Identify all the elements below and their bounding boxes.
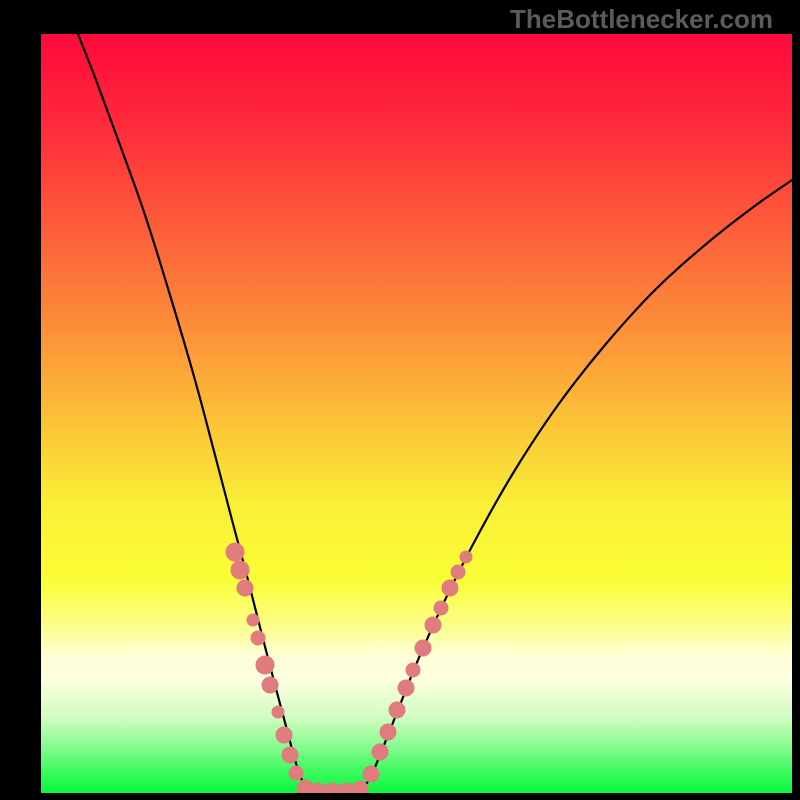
- data-marker: [237, 580, 253, 596]
- data-marker: [262, 677, 278, 693]
- data-marker: [372, 744, 388, 760]
- data-marker: [398, 680, 414, 696]
- watermark-text: TheBottlenecker.com: [510, 4, 773, 35]
- data-marker: [251, 631, 265, 645]
- data-marker: [231, 561, 249, 579]
- gradient-plot-area: [41, 34, 792, 793]
- bottleneck-chart: [0, 0, 800, 800]
- data-marker: [226, 543, 244, 561]
- data-marker: [289, 766, 303, 780]
- data-marker: [434, 601, 448, 615]
- data-marker: [389, 702, 405, 718]
- data-marker: [460, 551, 472, 563]
- data-marker: [425, 617, 441, 633]
- data-marker: [442, 580, 458, 596]
- data-marker: [415, 640, 431, 656]
- data-marker: [256, 656, 274, 674]
- data-marker: [406, 663, 420, 677]
- data-marker: [380, 724, 396, 740]
- data-marker: [247, 614, 259, 626]
- data-marker: [363, 766, 379, 782]
- data-marker: [272, 706, 284, 718]
- data-marker: [276, 727, 292, 743]
- data-marker: [451, 565, 465, 579]
- data-marker: [282, 747, 298, 763]
